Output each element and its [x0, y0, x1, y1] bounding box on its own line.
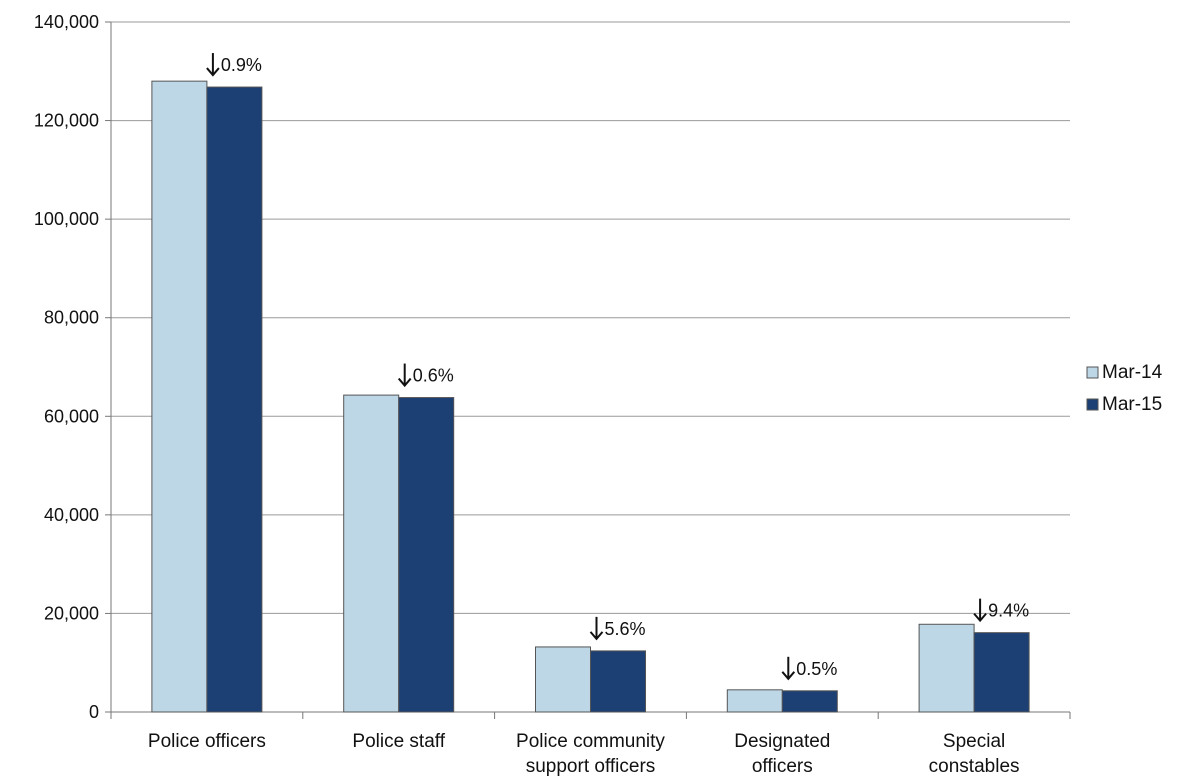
bar-mar-14-1 [343, 394, 400, 713]
down-arrow-head-icon [781, 671, 796, 681]
bar-mar-14-3 [726, 689, 783, 713]
bar-mar-15-2 [590, 650, 646, 713]
legend-swatch-mar-15 [1086, 398, 1099, 411]
x-category-label: Police staff [352, 731, 445, 752]
down-arrow-head-icon [973, 612, 987, 623]
bars [151, 80, 1030, 713]
bar-mar-15-3 [781, 690, 838, 713]
x-category-label: Police officers [148, 731, 266, 752]
bar-mar-14-2 [535, 646, 591, 713]
down-arrow-head-icon [206, 67, 220, 77]
annotation-4: 9.4% [973, 598, 1029, 623]
annotation-1: 0.6% [397, 363, 454, 388]
y-tick-label: 40,000 [44, 505, 99, 525]
y-tick-label: 120,000 [34, 111, 99, 131]
bar-mar-15-1 [398, 397, 455, 713]
x-category-label: Special [943, 731, 1005, 752]
annotation-3: 0.5% [781, 656, 837, 681]
change-label: 0.6% [413, 366, 454, 386]
change-label: 0.9% [221, 55, 262, 75]
y-tick-label: 100,000 [34, 209, 99, 229]
y-tick-label: 0 [89, 702, 99, 722]
bar-mar-14-4 [918, 623, 975, 713]
x-category-label: Designated [734, 731, 830, 752]
x-category-label: Police community [516, 731, 665, 752]
x-category-label: officers [752, 756, 813, 776]
x-category-label: support officers [526, 756, 656, 776]
axes: 0 20,000 40,000 60,000 80,000 100,000 120,000 1… [34, 12, 1071, 777]
change-label: 5.6% [605, 619, 646, 639]
down-arrow-head-icon [589, 631, 604, 641]
y-tick-label: 60,000 [44, 406, 99, 426]
gridlines [111, 21, 1070, 614]
down-arrow-head-icon [397, 377, 412, 388]
bar-mar-15-4 [973, 632, 1030, 713]
legend-label: Mar-15 [1102, 394, 1162, 415]
change-label: 0.5% [796, 659, 837, 679]
bar-mar-14-0 [151, 80, 208, 713]
y-tick-label: 140,000 [34, 12, 99, 32]
y-tick-label: 20,000 [44, 603, 99, 623]
y-tick-label: 80,000 [44, 308, 99, 328]
data-labels: 0.9% 0.6% 5.6% 0.5% 9.4% [206, 53, 1029, 681]
annotation-0: 0.9% [206, 53, 262, 77]
change-label: 9.4% [988, 601, 1029, 621]
x-category-label: constables [929, 756, 1020, 776]
annotation-2: 5.6% [589, 616, 646, 641]
legend-label: Mar-14 [1102, 362, 1163, 383]
legend: Mar-14 Mar-15 [1086, 362, 1163, 415]
bar-mar-15-0 [206, 86, 263, 713]
legend-swatch-mar-14 [1086, 366, 1099, 379]
